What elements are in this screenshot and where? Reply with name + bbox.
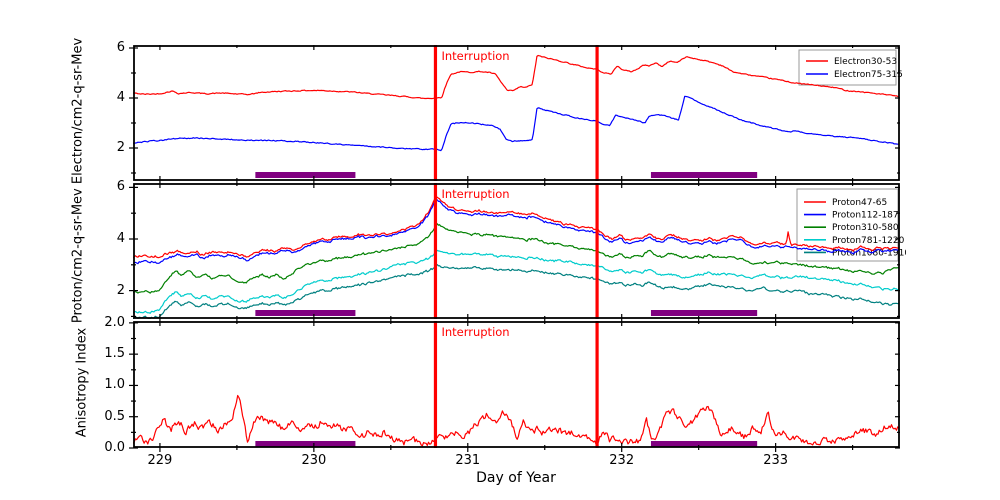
y-tick-label: 0.0 [104,440,125,455]
legend-label: Electron75-315 [834,70,903,80]
y-tick-label: 4 [116,231,125,246]
y-tick-label: 1.0 [104,377,125,393]
x-tick-label: 230 [301,453,327,468]
legend-label: Proton1080-1910 [832,248,906,258]
x-tick-label: 233 [763,453,789,468]
legend-label: Electron30-53 [834,57,897,67]
interval-bar [255,441,356,447]
panel-frame [133,45,900,181]
panel-background [133,321,900,448]
interval-bar [255,172,356,178]
y-tick-label: 2 [116,140,125,155]
panel-frame [133,321,900,448]
panel-frame [133,183,900,319]
y-tick-label: 6 [116,40,125,55]
interval-bar [255,310,356,316]
interruption-label: Interruption [441,49,509,63]
series-line-proton112-187 [133,198,899,265]
interval-bar [650,441,758,447]
panel-background [133,45,900,181]
x-tick-label: 229 [147,453,173,468]
legend-label: Proton781-1220 [832,236,905,246]
legend: Electron30-53 Electron75-315 [798,49,903,86]
legend-box [798,49,897,86]
y-tick-label: 4 [116,90,125,105]
y-tick-label: 2.0 [104,314,125,330]
series-line-electron30-53 [133,54,900,100]
series-line-electron75-315 [133,95,899,152]
interval-bar [650,172,758,178]
interruption-label: Interruption [441,325,509,339]
series-line-proton781-1220 [133,249,900,314]
plot-area-electron-flux: Electron30-53 Electron75-315 Interruption [129,45,903,185]
plot-area-anisotropy: Interruption [129,321,900,452]
panel-proton-flux: Proton47-65 Proton112-187 Proton310-580 Pro… [127,183,906,327]
series-line-proton310-580 [133,223,900,294]
interval-bar [650,310,758,316]
y-tick-label: 2 [116,282,125,298]
plot-area-proton-flux: Proton47-65 Proton112-187 Proton310-580 Pro… [129,183,906,323]
series-line-proton1080-1910 [133,263,899,319]
panel-background [133,183,900,319]
x-tick-label: 232 [609,453,635,468]
legend-label: Proton112-187 [832,211,899,221]
legend-label: Proton310-580 [832,223,899,233]
panel-electron-flux: Electron30-53 Electron75-315 Interruption [127,45,906,189]
x-tick-label: 231 [455,453,481,468]
y-tick-label: 1.5 [104,346,125,362]
x-axis-label: Day of Year [476,470,556,486]
y-tick-label: 6 [116,179,125,195]
y-tick-label: 0.5 [104,408,125,424]
interruption-label: Interruption [441,187,509,201]
series-line-anisotropy [133,394,900,447]
legend-label: Proton47-65 [832,198,887,208]
panel-anisotropy: Interruption [127,321,906,456]
series-line-proton47-65 [133,195,899,259]
